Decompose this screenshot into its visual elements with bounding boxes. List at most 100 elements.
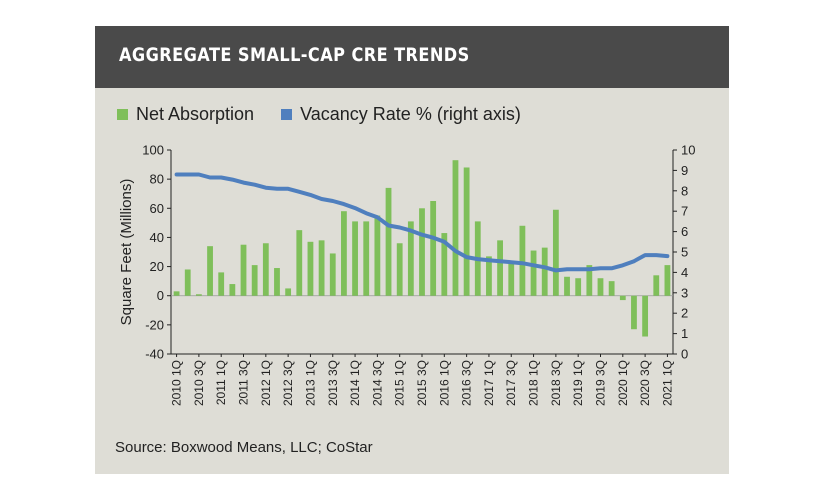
bar (452, 160, 459, 296)
y-tick-label-left: 40 (150, 230, 164, 245)
y-tick-label-right: 4 (681, 265, 688, 280)
y-tick-label-left: 0 (157, 288, 164, 303)
y-tick-label-right: 9 (681, 163, 688, 178)
bar (597, 278, 604, 296)
y-axis-title: Square Feet (Millions) (118, 179, 135, 326)
bar (363, 221, 370, 296)
header-bar: AGGREGATE SMALL-CAP CRE TRENDS (95, 26, 729, 88)
x-tick-label: 2018 3Q (549, 360, 563, 406)
x-tick-label: 2020 3Q (638, 360, 652, 406)
x-tick-label: 2012 1Q (259, 360, 273, 406)
bar (396, 243, 403, 296)
y-tick-label-right: 2 (681, 306, 688, 321)
x-tick-label: 2017 1Q (482, 360, 496, 406)
legend-item-net-absorption: Net Absorption (117, 104, 254, 125)
y-tick-label-left: 100 (142, 143, 164, 158)
y-tick-label-left: 80 (150, 172, 164, 187)
y-tick-label-right: 6 (681, 224, 688, 239)
legend-label-vacancy-rate: Vacancy Rate % (right axis) (300, 104, 521, 124)
y-tick-label-left: 60 (150, 201, 164, 216)
bar (341, 211, 347, 296)
bar (508, 262, 515, 296)
bar (441, 233, 448, 296)
bar (419, 208, 425, 296)
y-tick-label-left: 20 (150, 259, 164, 274)
bar (519, 225, 526, 296)
bar (385, 187, 392, 296)
x-tick-label: 2011 3Q (237, 360, 251, 405)
bar (486, 256, 492, 296)
x-tick-label: 2013 1Q (303, 360, 317, 406)
bar (329, 253, 336, 296)
bar (497, 240, 503, 296)
source-note: Source: Boxwood Means, LLC; CoStar (115, 439, 373, 456)
x-tick-label: 2020 1Q (616, 360, 630, 406)
bar (240, 244, 247, 296)
x-tick-label: 2013 3Q (326, 360, 340, 406)
bar (207, 246, 213, 296)
bar (430, 201, 437, 296)
x-tick-label: 2014 1Q (348, 360, 362, 406)
chart-svg: -40 -20 0 20 40 60 80 100 0 1 2 3 4 5 6 7 8 9 10 Square Fee… (118, 143, 695, 407)
legend-label-net-absorption: Net Absorption (136, 104, 255, 124)
x-tick-label: 2014 3Q (370, 360, 384, 406)
bar (184, 269, 191, 296)
x-tick-label: 2015 1Q (393, 360, 407, 406)
bar (564, 276, 570, 296)
legend-item-vacancy-rate: Vacancy Rate % (right axis) (281, 104, 521, 125)
bar (229, 284, 236, 296)
x-tick-label: 2010 3Q (192, 360, 206, 406)
y-tick-label-right: 1 (681, 326, 688, 341)
x-tick-label: 2017 3Q (504, 360, 518, 406)
bar (642, 295, 649, 337)
x-tick-label: 2015 3Q (415, 360, 429, 406)
bar (218, 272, 225, 296)
bar (552, 209, 559, 296)
bar (407, 221, 414, 296)
bar (575, 278, 582, 296)
y-tick-label-right: 10 (681, 143, 695, 158)
y-tick-label-right: 0 (681, 347, 688, 362)
x-tick-label: 2019 1Q (571, 360, 585, 406)
chart-title: AGGREGATE SMALL-CAP CRE TRENDS (119, 44, 470, 66)
y-tick-label-right: 8 (681, 183, 688, 198)
y-tick-label-right: 3 (681, 285, 688, 300)
bar (296, 230, 303, 296)
y-tick-label-left: -20 (145, 317, 164, 332)
x-tick-label: 2016 1Q (437, 360, 451, 406)
bar (251, 265, 258, 296)
bar (262, 243, 269, 296)
legend: Net Absorption Vacancy Rate % (right axi… (117, 104, 543, 125)
x-tick-label: 2012 3Q (281, 360, 295, 406)
bar (195, 294, 202, 296)
bar (374, 215, 381, 296)
x-tick-label: 2018 1Q (527, 360, 541, 406)
bar (619, 295, 626, 301)
bar (541, 247, 548, 296)
bar (631, 295, 637, 330)
bar (586, 265, 593, 296)
bar (307, 241, 314, 296)
y-tick-label-left: -40 (145, 347, 164, 362)
bar (318, 240, 325, 296)
bar (608, 281, 615, 296)
bar (285, 288, 292, 296)
bar (274, 268, 280, 296)
bar (463, 167, 470, 296)
bar (173, 291, 180, 296)
y-tick-label-right: 5 (681, 245, 688, 260)
bar (664, 265, 671, 296)
x-tick-label: 2021 1Q (660, 360, 674, 406)
vacancy-line (174, 172, 670, 273)
x-tick-label: 2016 3Q (460, 360, 474, 406)
x-tick-label: 2019 3Q (593, 360, 607, 406)
bar (352, 221, 358, 296)
x-tick-label: 2011 1Q (214, 360, 228, 405)
y-tick-label-right: 7 (681, 204, 688, 219)
x-tick-label: 2010 1Q (170, 360, 184, 406)
legend-swatch-line (281, 109, 293, 120)
legend-swatch-bar (117, 109, 128, 120)
chart-panel: AGGREGATE SMALL-CAP CRE TRENDS Net Absor… (95, 26, 729, 474)
bar (653, 275, 660, 296)
bar (530, 250, 537, 296)
